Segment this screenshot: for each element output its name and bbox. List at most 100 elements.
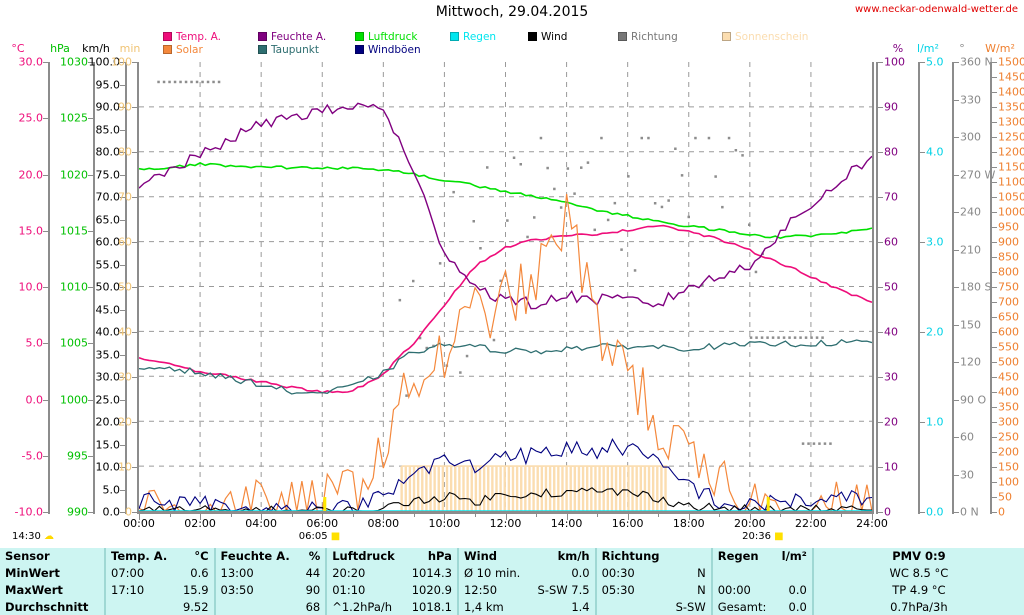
legend-label: Windböen [368, 44, 421, 56]
table-cell-humidity-value: % [308, 549, 321, 564]
x-axis-label: 24:00 [856, 517, 888, 530]
axis-tick-label: 70 [884, 190, 898, 204]
legend-swatch-icon [163, 32, 172, 41]
axis-tick [920, 62, 925, 63]
x-axis-label: 10:00 [428, 517, 461, 530]
axis-tick-label: 0.0 [102, 505, 121, 519]
axis-direction: 360 N 330 300 270 W 240 210 180 S 150 120 90 O 60 3… [952, 56, 995, 519]
table-cell-pressure-value: 1020.9 [411, 582, 452, 597]
axis-tick [120, 62, 125, 63]
axis-tick-label: 270 W [960, 168, 996, 181]
axis-tick [954, 137, 959, 138]
axis-tick-label: 1025 [60, 111, 88, 125]
axis-tick-label: 50.0 [95, 280, 121, 294]
axis-tick [992, 482, 997, 483]
axis-tick-label: 900 [998, 235, 1019, 249]
axis-tick [992, 332, 997, 333]
axis-tick-label: 1150 [998, 160, 1024, 174]
axis-tick-label: 1000 [998, 205, 1024, 219]
x-axis-label: 02:00 [184, 517, 216, 530]
axis-tick [132, 62, 137, 63]
table-cell-wind-label: Wind [456, 548, 530, 565]
axis-tick-label: 60 [884, 235, 898, 249]
x-axis-tick [872, 514, 873, 520]
axis-tick-label: 0 [998, 505, 1005, 519]
x-axis-label: 06:00 [306, 517, 339, 530]
axis-unit-temperature: °C [11, 42, 25, 55]
axis-tick-label: 180 S [960, 280, 992, 294]
legend-label: Wind [541, 31, 568, 43]
axis-tick-label: 95.0 [95, 78, 121, 91]
axis-tick-label: 100 [111, 55, 132, 69]
legend-label: Regen [463, 31, 497, 43]
table-cell-temp-label: 07:00 [104, 564, 176, 582]
legend-label: Luftdruck [368, 31, 418, 43]
axis-tick-label: 40.0 [95, 325, 121, 339]
axis-tick-label: 4.0 [926, 145, 944, 159]
legend-swatch-icon [355, 32, 364, 41]
x-axis-tick [261, 514, 263, 520]
axis-tick [120, 467, 125, 468]
axis-tick-label: 60 [118, 235, 132, 249]
table-cell-temp-value: °C [194, 549, 209, 564]
x-axis-tick [566, 514, 568, 520]
axis-tick [43, 118, 48, 120]
axis-tick [120, 377, 125, 378]
axis-tick [88, 399, 93, 401]
x-axis-minor-tick [413, 514, 415, 517]
axis-tick [878, 287, 883, 288]
axis-tick-label: 650 [998, 310, 1019, 324]
axis-tick [992, 167, 997, 168]
x-axis-label: 08:00 [367, 517, 400, 530]
legend-item-taupunkt: Taupunkt [258, 44, 319, 56]
table-cell-humidity-value: 44 [305, 566, 321, 581]
table-cell-temp-label: Temp. A. [104, 548, 176, 565]
axis-unit-wind-speed: km/h [82, 42, 110, 55]
legend-item-regen: Regen [450, 31, 496, 43]
table-row: MaxWert 17:10 15.9 03:50 90 01:10 1020.9 12:50 S… [0, 581, 1024, 599]
axis-tick [920, 242, 925, 243]
table-cell-direction-label: Richtung [594, 548, 669, 565]
axis-tick [954, 512, 959, 513]
axis-tick [120, 129, 125, 131]
axis-tick [920, 152, 925, 153]
table-row: MinWert 07:00 0.6 13:00 44 20:20 1014.3 Ø 10 mi… [0, 564, 1024, 582]
axis-unit-humidity: % [892, 42, 904, 55]
axis-tick [120, 84, 125, 86]
axis-tick [920, 422, 925, 423]
axis-tick-label: 100 [884, 55, 905, 69]
axis-unit-pressure: hPa [50, 42, 70, 55]
chart-plot-area [137, 62, 874, 514]
chart-legend: Temp. A. Solar Feuchte A. Taupunkt Luftdruck… [0, 31, 1024, 57]
table-cell-humidity-value: 90 [305, 582, 321, 597]
axis-tick [120, 287, 125, 288]
axis-tick-label: -10.0 [14, 505, 43, 519]
axis-tick [992, 302, 997, 303]
axis-tick-label: 1350 [998, 100, 1024, 114]
table-cell-sensor: MaxWert [5, 582, 63, 597]
table-cell-sensor: Durchschnitt [5, 599, 89, 614]
legend-item-richtung: Richtung [618, 31, 678, 43]
axis-tick-label: 0 N [960, 505, 979, 519]
axis-tick-label: 75.0 [95, 168, 121, 181]
axis-tick [992, 227, 997, 228]
x-axis-minor-tick [536, 514, 538, 517]
axis-tick-label: 30 [960, 468, 974, 481]
table-cell-temp-label [104, 598, 176, 615]
axis-tick-label: 15.0 [95, 438, 121, 451]
axis-tick [954, 474, 959, 476]
legend-item-solar: Solar [163, 44, 203, 56]
x-axis-minor-tick [841, 514, 843, 517]
axis-tick-label: 10.0 [95, 460, 121, 474]
axis-tick [88, 455, 93, 457]
cloud-icon: ☁ [44, 531, 55, 542]
axis-tick [992, 182, 997, 183]
table-cell-pmv: 0.7hPa/3h [811, 598, 1024, 615]
table-cell-sensor: MinWert [5, 566, 60, 581]
table-cell-wind-label: Ø 10 min. [456, 564, 530, 582]
table-cell-wind-value: S-SW 7.5 [537, 582, 590, 597]
table-cell-pmv: TP 4.9 °C [811, 581, 1024, 599]
axis-tick [88, 230, 93, 232]
axis-line [48, 62, 50, 514]
table-cell-rain-label: Regen [710, 548, 775, 565]
